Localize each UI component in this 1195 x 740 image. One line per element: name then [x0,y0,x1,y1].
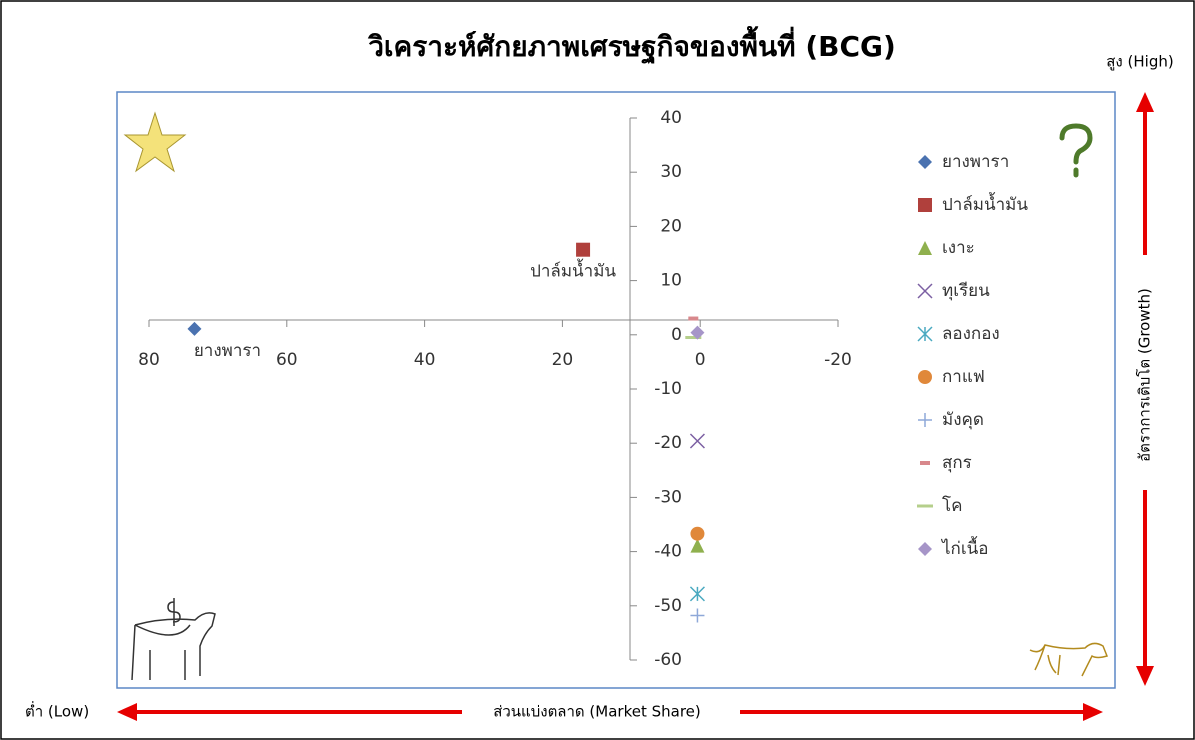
marker [690,539,704,553]
legend-label: สุกร [942,453,972,473]
x-low-label: ต่ำ (Low) [25,701,89,721]
x-axis-label: ส่วนแบ่งตลาด (Market Share) [493,703,701,721]
marker [690,587,704,601]
y-tick-label: -30 [654,487,682,507]
x-tick-label: 40 [414,350,436,370]
x-tick-label: 0 [695,350,706,370]
marker [690,434,704,448]
legend-label: โค [942,495,963,516]
legend-marker [918,370,932,384]
y-tick-label: -60 [654,650,682,670]
legend-marker [918,241,932,255]
legend-marker [918,284,932,298]
y-high-label: สูง (High) [1106,53,1173,71]
y-tick-label: 20 [660,216,682,236]
y-tick-label: 10 [660,271,682,291]
arrows [117,92,1154,721]
chart-title: วิเคราะห์ศักยภาพเศรษฐกิจของพื้นที่ (BCG) [367,25,896,65]
plot-border [117,92,1115,688]
y-tick-label: -50 [654,596,682,616]
y-tick-label: -20 [654,433,682,453]
marker [688,317,698,321]
legend-marker [918,155,932,169]
marker [690,609,704,623]
y-tick-label: 0 [671,325,682,345]
legend-label: ยางพารา [942,152,1009,172]
page-border [1,1,1194,739]
chart: วิเคราะห์ศักยภาพเศรษฐกิจของพื้นที่ (BCG)… [0,0,1195,740]
legend-label: ทุเรียน [942,281,990,301]
legend-marker [917,505,933,508]
star-icon [125,113,185,171]
x-tick-label: -20 [824,350,852,370]
legend-label: เงาะ [942,238,975,258]
legend-label: ลองกอง [942,324,1000,344]
dog-icon [1030,643,1107,676]
marker [576,243,590,257]
legend-marker [918,542,932,556]
legend-marker [920,461,930,465]
y-tick-label: 30 [660,162,682,182]
legend-label: ไก่เนื้อ [940,536,988,559]
legend-marker [918,327,932,341]
legend-marker [918,198,932,212]
question-icon [1062,126,1090,175]
x-tick-label: 20 [552,350,574,370]
marker [690,527,704,541]
y-axis-label: อัตราการเติบโต (Growth) [1136,288,1154,462]
y-tick-label: 40 [660,108,682,128]
legend-label: กาแฟ [942,367,985,387]
legend-label: ปาล์มน้ำมัน [942,192,1028,215]
legend-marker [918,413,932,427]
data-label: ปาล์มน้ำมัน [530,259,616,282]
y-tick-label: -10 [654,379,682,399]
legend-label: มังคุด [942,410,984,430]
x-tick-label: 60 [276,350,298,370]
cow-icon [132,598,215,680]
x-tick-label: 80 [138,350,160,370]
marker [187,322,201,336]
y-tick-label: -40 [654,542,682,562]
data-label: ยางพารา [194,341,261,361]
